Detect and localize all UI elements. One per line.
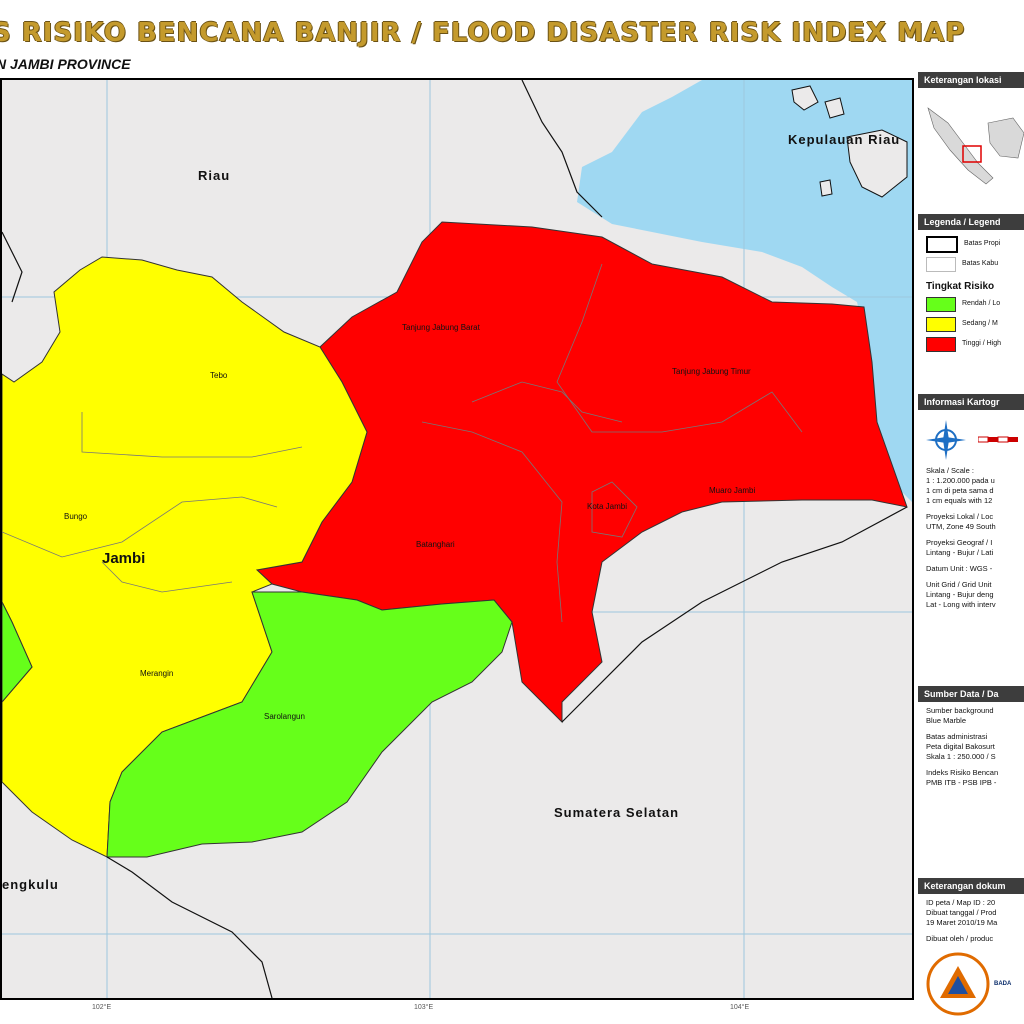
source-line: Peta digital Bakosurt [926,742,995,751]
panel-location: Keterangan lokasi [918,72,1024,212]
panel-document: Keterangan dokum ID peta / Map ID : 20 D… [918,878,1024,1024]
compass-rose-icon [926,420,966,460]
grid-3: Lat - Long with interv [926,600,996,609]
label-kepulauan-riau: Kepulauan Riau [788,132,900,147]
region-sarolangun-low [106,591,513,858]
scale-line-2: 1 cm di peta sama d [926,486,994,495]
grid-2: Lintang - Bujur deng [926,590,994,599]
axis-label-102: 102°E [92,1004,112,1011]
inset-land-shape [927,107,994,185]
panel-legend: Legenda / Legend Batas Propi Batas Kabu … [918,214,1024,394]
swatch-medium [926,316,956,332]
panel-document-header: Keterangan dokum [918,878,1024,894]
label-kota-jambi: Kota Jambi [587,502,627,511]
scale-line-1: 1 : 1.200.000 pada u [926,476,995,485]
label-tebo: Tebo [210,371,228,380]
legend-risk-low: Rendah / Lo [926,294,1018,314]
label-muaro-jambi: Muaro Jambi [709,486,755,495]
scale-label: Skala / Scale : [926,466,974,475]
regency-boundaries [2,263,803,623]
panel-cartography-header: Informasi Kartogr [918,394,1024,410]
legend-risk-header: Tingkat Risiko [926,281,995,292]
inset-location-marker [962,145,982,163]
map-canvas: Riau Kepulauan Riau Jambi Sumatera Selat… [2,80,912,998]
panel-legend-header: Legenda / Legend [918,214,1024,230]
legend-label: Rendah / Lo [962,300,1001,307]
source-line: Sumber background [926,706,994,715]
panel-source: Sumber Data / Da Sumber background Blue … [918,686,1024,876]
legend-province-boundary: Batas Propi [926,234,1018,254]
panel-source-header: Sumber Data / Da [918,686,1024,702]
label-riau: Riau [198,168,230,183]
agency-name: BADA [994,981,1012,987]
island-shape [824,97,845,119]
swatch-regency-boundary [926,256,956,272]
doc-line: Dibuat tanggal / Prod [926,908,997,917]
inset-map [918,88,1024,198]
swatch-low [926,296,956,312]
proj-geo-2: Lintang - Bujur / Lati [926,548,994,557]
island-shape [819,179,833,197]
panel-location-header: Keterangan lokasi [918,72,1024,88]
label-sumatera-selatan: Sumatera Selatan [554,805,679,820]
swatch-high [926,336,956,352]
coastline [521,80,603,218]
region-west-low [2,601,33,703]
map-title: S RISIKO BENCANA BANJIR / FLOOD DISASTER… [0,18,966,48]
legend-regency-boundary: Batas Kabu [926,254,1018,274]
inset-land-shape [987,117,1024,159]
label-bungo: Bungo [64,512,88,521]
province-boundaries [2,231,908,998]
doc-line: 19 Maret 2010/19 Ma [926,918,998,927]
legend-label: Batas Propi [964,240,1001,247]
panel-cartography: Informasi Kartogr Skala / Scale : 1 : 1.… [918,394,1024,684]
legend-label: Tinggi / High [962,340,1002,347]
axis-label-103: 103°E [414,1004,434,1011]
legend-risk-medium: Sedang / M [926,314,1018,334]
label-jambi: Jambi [102,550,145,567]
source-line: PMB ITB - PSB IPB - [926,778,997,787]
axis-label-104: 104°E [730,1004,750,1011]
datum: Datum Unit : WGS - [926,564,993,573]
island-shape [846,129,908,198]
sidebar: Keterangan lokasi Legenda / Legend Batas… [918,72,1024,1024]
agency-logo-icon [926,952,990,1016]
label-bengkulu: engkulu [2,877,59,892]
source-line: Skala 1 : 250.000 / S [926,752,996,761]
proj-local-2: UTM, Zone 49 South [926,522,996,531]
map-frame: Riau Kepulauan Riau Jambi Sumatera Selat… [0,78,914,1000]
label-batanghari: Batanghari [416,540,455,549]
source-line: Blue Marble [926,716,967,725]
label-merangin: Merangin [140,669,173,678]
label-sarolangun: Sarolangun [264,712,305,721]
label-tanjung-jabung-timur: Tanjung Jabung Timur [672,367,751,376]
map-subtitle: N JAMBI PROVINCE [0,56,131,72]
label-tanjung-jabung-barat: Tanjung Jabung Barat [402,323,481,332]
doc-line: Dibuat oleh / produc [926,934,994,943]
island-shape [791,85,819,111]
swatch-province-boundary [926,235,958,253]
source-line: Indeks Risiko Bencan [926,768,999,777]
source-line: Batas administrasi [926,732,988,741]
proj-local-1: Proyeksi Lokal / Loc [926,512,994,521]
grid-1: Unit Grid / Grid Unit [926,580,992,589]
scale-line-3: 1 cm equals with 12 [926,496,993,505]
proj-geo-1: Proyeksi Geograf / I [926,538,993,547]
legend-risk-high: Tinggi / High [926,334,1018,354]
legend-label: Batas Kabu [962,260,999,267]
scale-bar-icon [978,436,1018,443]
doc-line: ID peta / Map ID : 20 [926,898,996,907]
legend-label: Sedang / M [962,320,998,327]
region-tebo-bungo-merangin-medium [2,256,368,858]
